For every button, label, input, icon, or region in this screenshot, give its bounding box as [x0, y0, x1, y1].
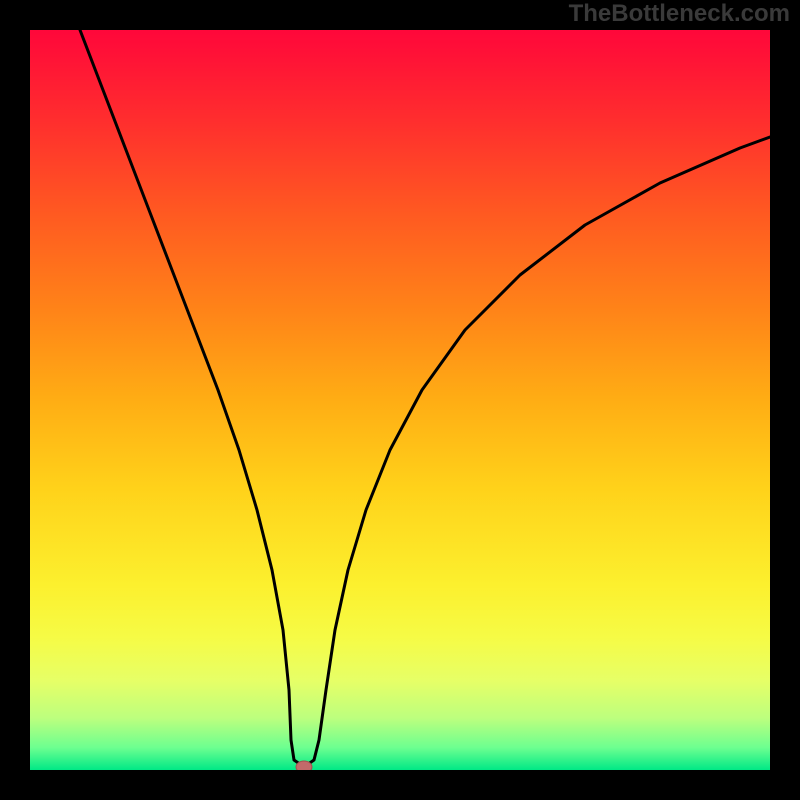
bottleneck-chart [0, 0, 800, 800]
watermark-text: TheBottleneck.com [569, 0, 790, 28]
chart-container: TheBottleneck.com [0, 0, 800, 800]
gradient-background [30, 30, 770, 770]
